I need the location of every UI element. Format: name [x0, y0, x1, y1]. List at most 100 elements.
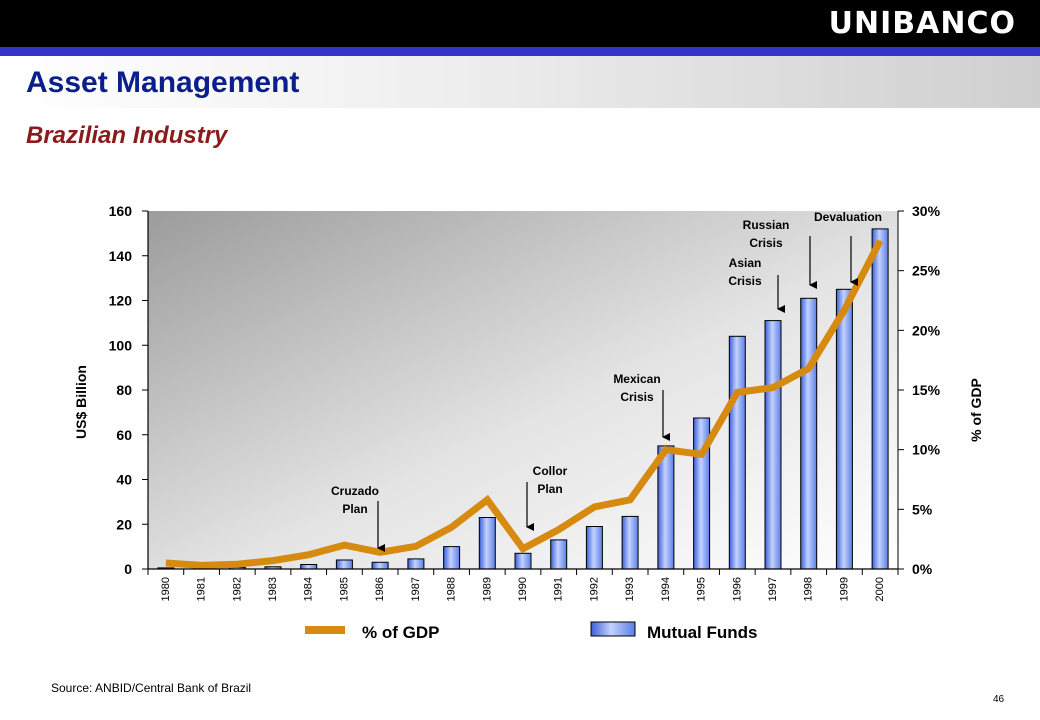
x-tick-label-1991: 1991	[553, 577, 565, 601]
annotation-label-1986: Plan	[342, 502, 367, 516]
gdp-point-1990	[522, 548, 524, 550]
bar-1990	[514, 552, 532, 570]
x-tick-label-1989: 1989	[481, 577, 493, 601]
bar-1986	[371, 561, 389, 570]
gdp-point-1988	[451, 526, 453, 528]
x-tick-label-2000: 2000	[874, 577, 886, 601]
legend-bar-swatch	[590, 621, 636, 637]
x-tick-label-1993: 1993	[624, 577, 636, 601]
right-tick-label: 5%	[912, 501, 933, 517]
gdp-point-1980	[165, 562, 167, 564]
x-tick-label-1986: 1986	[374, 577, 386, 601]
annotation-label-1990: Plan	[537, 482, 562, 496]
bar-1984	[300, 564, 318, 570]
right-tick-label: 0%	[912, 561, 933, 577]
gdp-point-1983	[272, 560, 274, 562]
gdp-point-1992	[593, 506, 595, 508]
gdp-point-1995	[701, 453, 703, 455]
y2-axis-title: % of GDP	[968, 378, 984, 442]
bar-2000	[871, 228, 889, 570]
x-tick-label-1992: 1992	[588, 577, 600, 601]
gdp-point-1989	[486, 499, 488, 501]
gdp-point-1999	[843, 309, 845, 311]
x-tick-label-1997: 1997	[767, 577, 779, 601]
annotation-label-1994: Mexican	[613, 372, 660, 386]
gdp-point-1981	[201, 564, 203, 566]
bar-1994	[657, 445, 675, 570]
plot-area	[148, 211, 898, 569]
right-tick-label: 10%	[912, 442, 941, 458]
bar-1985	[335, 559, 353, 570]
annotation-label-1994: Crisis	[620, 390, 654, 404]
title-band	[0, 56, 1040, 108]
bar-1988	[443, 546, 461, 570]
right-tick-label: 25%	[912, 263, 941, 279]
legend-bar-label: Mutual Funds	[647, 623, 757, 642]
left-tick-label: 80	[116, 382, 132, 398]
page-number: 46	[993, 694, 1005, 705]
x-tick-label-1984: 1984	[303, 577, 315, 601]
left-tick-label: 160	[109, 203, 133, 219]
right-tick-label: 20%	[912, 322, 941, 338]
bar-1992	[585, 526, 603, 570]
annotation-label-1999: Devaluation	[814, 210, 882, 224]
gdp-point-1984	[308, 554, 310, 556]
annotation-label-1986: Cruzado	[331, 484, 379, 498]
annotation-label-1997: Crisis	[728, 274, 762, 288]
legend-line-swatch	[305, 626, 345, 634]
gdp-point-1998	[808, 368, 810, 369]
x-tick-label-1983: 1983	[267, 577, 279, 601]
x-tick-label-1985: 1985	[338, 577, 350, 601]
bar-1993	[621, 515, 639, 570]
x-tick-label-1994: 1994	[660, 577, 672, 601]
gdp-point-1994	[665, 449, 667, 451]
bar-1991	[550, 539, 568, 570]
left-tick-label: 60	[116, 427, 132, 443]
left-tick-label: 40	[116, 472, 132, 488]
gdp-point-1991	[558, 529, 560, 531]
bar-1989	[478, 517, 496, 570]
page-subtitle: Brazilian Industry	[26, 122, 228, 149]
right-tick-label: 30%	[912, 203, 941, 219]
gdp-point-1982	[236, 563, 238, 565]
bar-1996	[728, 335, 746, 570]
x-tick-label-1996: 1996	[731, 577, 743, 601]
x-tick-label-1981: 1981	[196, 577, 208, 601]
gdp-point-1985	[343, 544, 345, 546]
top-bar	[0, 0, 1040, 47]
y-axis-title: US$ Billion	[73, 365, 89, 439]
x-tick-label-1990: 1990	[517, 577, 529, 601]
x-tick-label-1980: 1980	[160, 577, 172, 601]
x-tick-label-1995: 1995	[696, 577, 708, 601]
left-tick-label: 20	[116, 516, 132, 532]
gdp-point-2000	[879, 240, 881, 242]
left-tick-label: 0	[124, 561, 132, 577]
page-title: Asset Management	[26, 66, 300, 99]
bar-1997	[764, 320, 782, 570]
annotation-label-1990: Collor	[533, 464, 568, 478]
annotation-label-1998: Crisis	[749, 236, 783, 250]
right-tick-label: 15%	[912, 382, 941, 398]
left-tick-label: 120	[109, 293, 133, 309]
gdp-point-1993	[629, 499, 631, 501]
legend-line-label: % of GDP	[362, 623, 439, 642]
bar-1987	[407, 558, 425, 570]
accent-stripe	[0, 47, 1040, 56]
bar-1999	[835, 288, 853, 570]
bar-1998	[800, 297, 818, 570]
unibanco-logo: UNIBANCO	[828, 6, 1016, 41]
x-tick-label-1987: 1987	[410, 577, 422, 601]
left-tick-label: 140	[109, 248, 133, 264]
gdp-point-1997	[772, 387, 774, 389]
x-tick-label-1998: 1998	[803, 577, 815, 601]
source-note: Source: ANBID/Central Bank of Brazil	[51, 681, 252, 695]
gdp-point-1986	[379, 551, 381, 553]
left-tick-label: 100	[109, 337, 133, 353]
x-tick-label-1982: 1982	[231, 577, 243, 601]
gdp-point-1987	[415, 545, 417, 547]
x-tick-label-1999: 1999	[838, 577, 850, 601]
annotation-label-1998: Russian	[743, 218, 790, 232]
x-tick-label-1988: 1988	[446, 577, 458, 601]
annotation-label-1997: Asian	[729, 256, 762, 270]
